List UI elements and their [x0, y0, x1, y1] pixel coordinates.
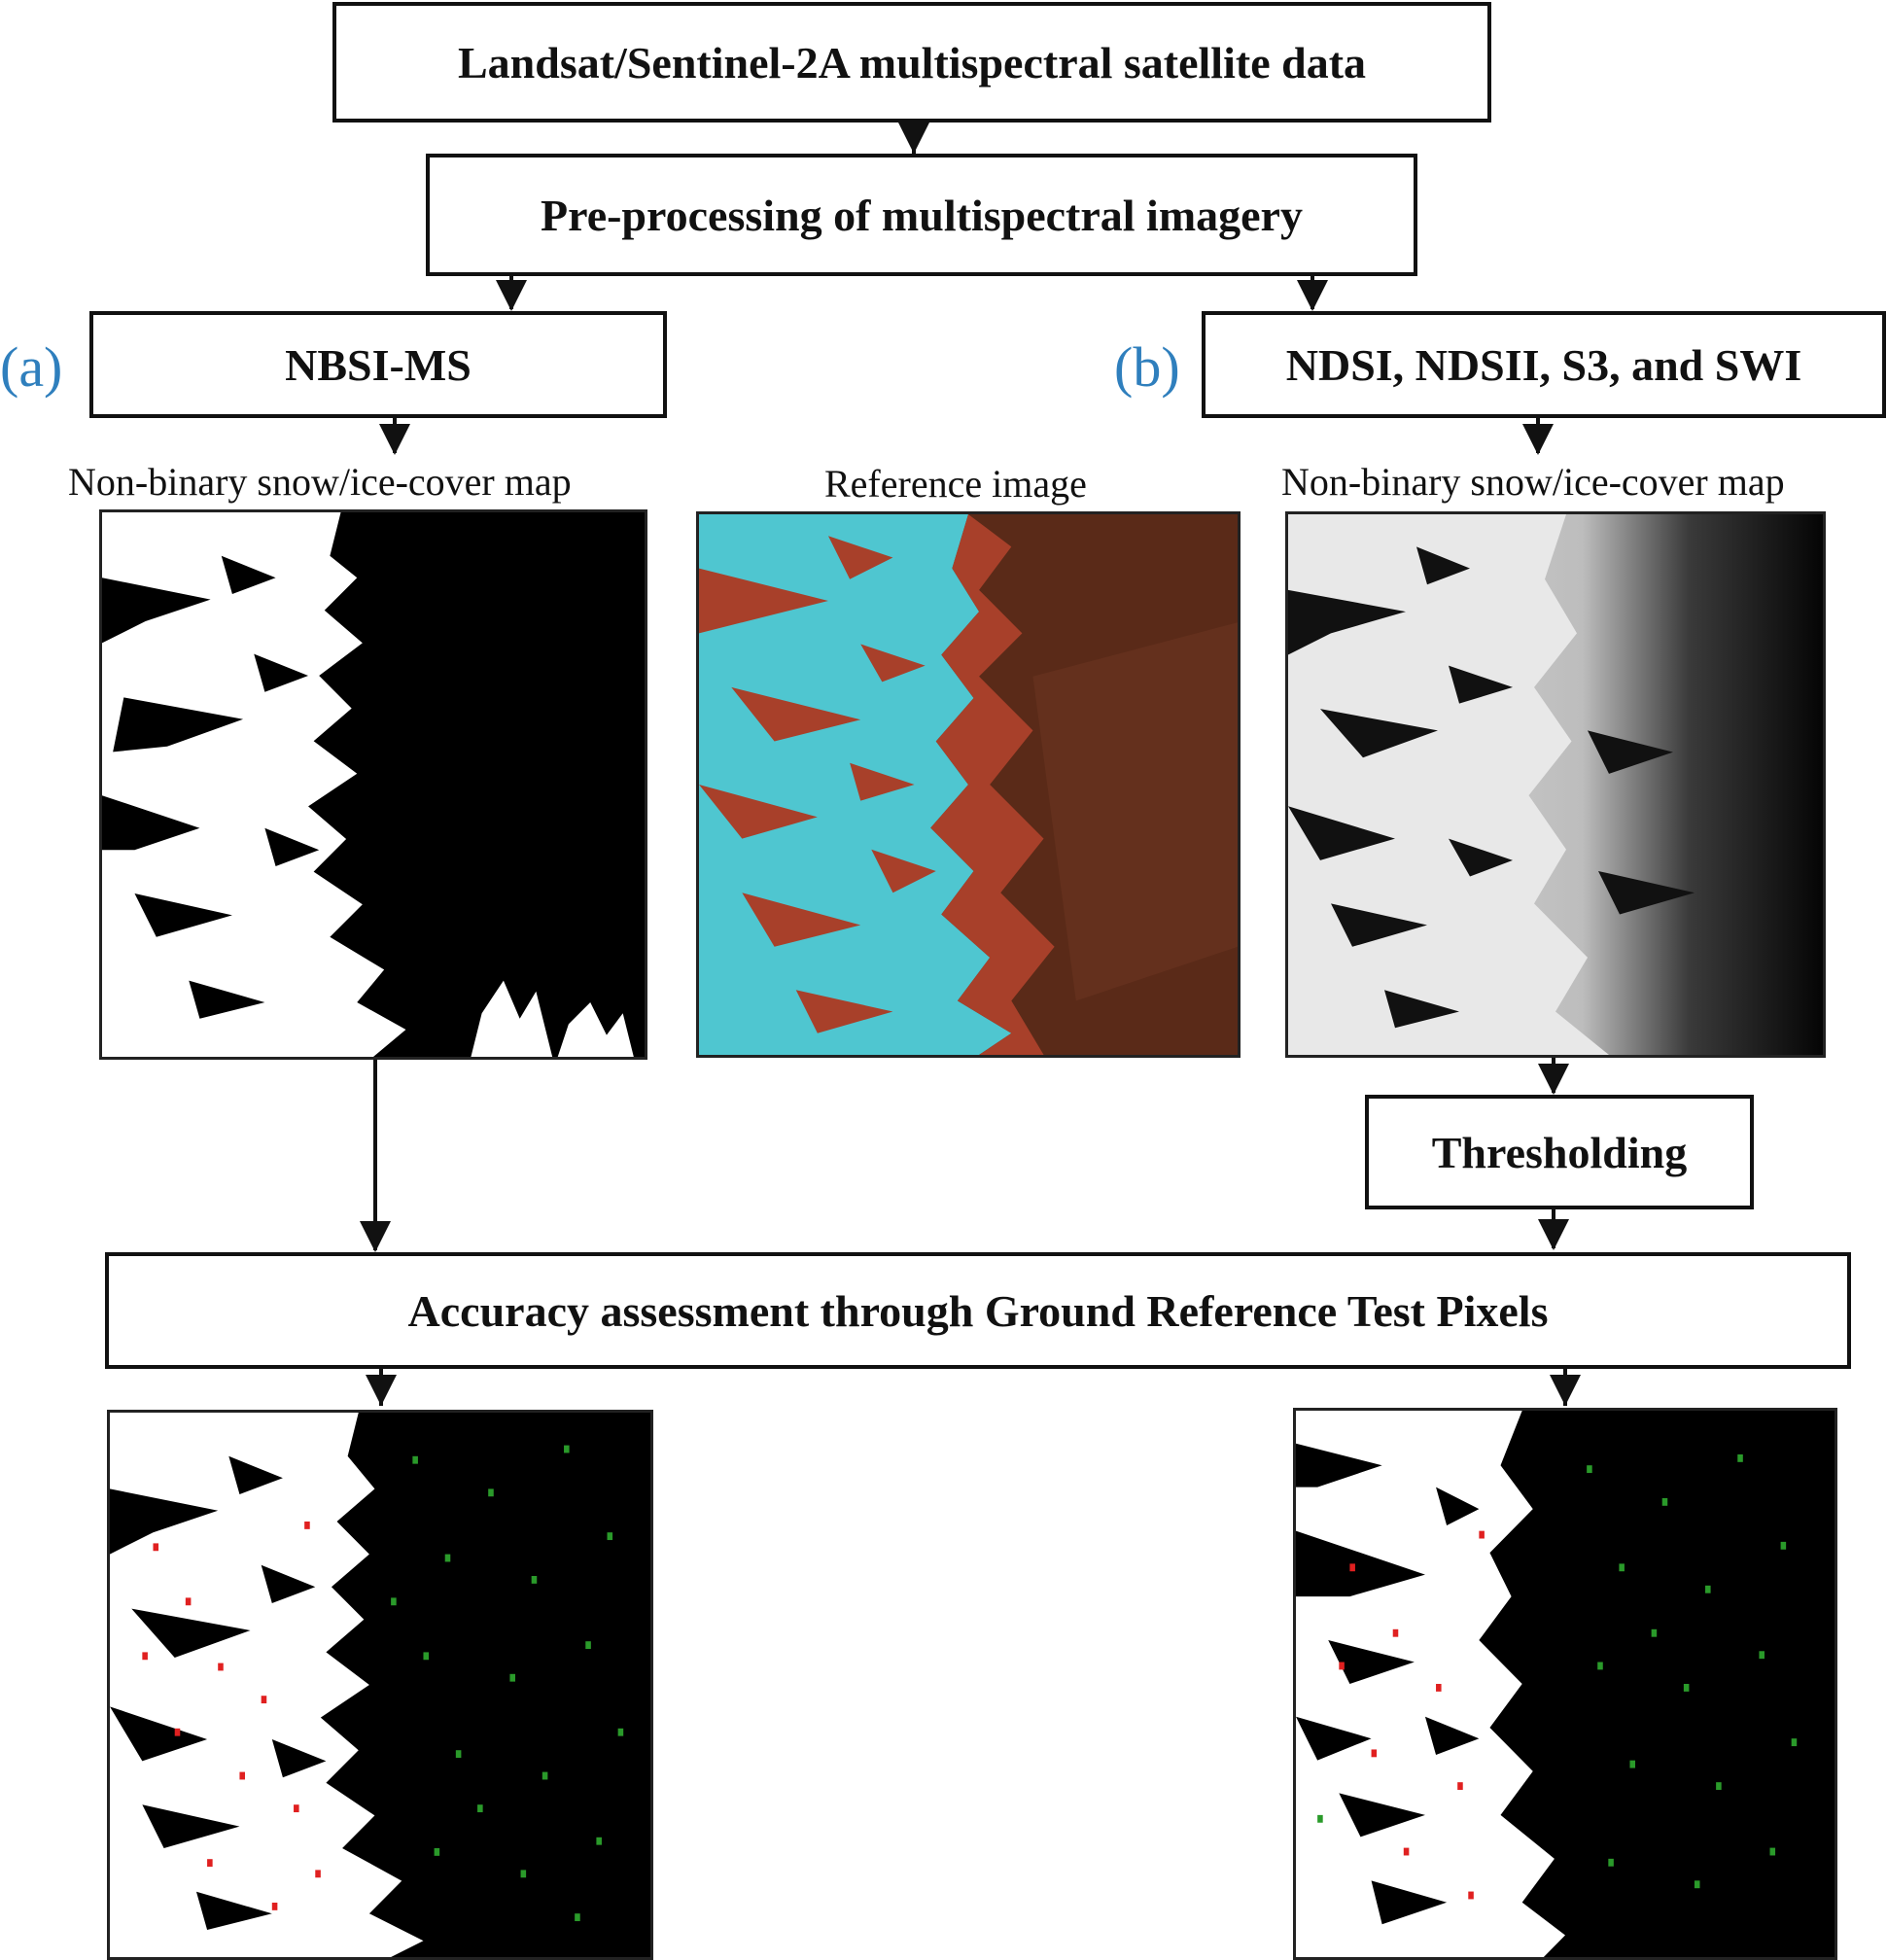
preprocessing-label: Pre-processing of multispectral imagery: [541, 190, 1303, 240]
method-a-box: NBSI-MS: [89, 311, 667, 418]
arrowhead: [1550, 1375, 1581, 1406]
method-a-label: NBSI-MS: [285, 339, 472, 390]
data-source-box: Landsat/Sentinel-2A multispectral satell…: [332, 2, 1491, 122]
arrowhead: [898, 122, 929, 154]
arrowhead: [360, 1221, 391, 1252]
reference-image: [696, 511, 1241, 1058]
accuracy-box: Accuracy assessment through Ground Refer…: [105, 1252, 1851, 1369]
map-b-image: [1285, 511, 1826, 1058]
arrowhead: [1538, 1064, 1569, 1095]
method-b-box: NDSI, NDSII, S3, and SWI: [1202, 311, 1886, 418]
arrowhead: [379, 424, 410, 455]
arrowhead: [1522, 424, 1554, 455]
map-b-caption: Non-binary snow/ice-cover map: [1281, 460, 1785, 504]
arrowhead: [1297, 280, 1328, 311]
map-a-caption: Non-binary snow/ice-cover map: [68, 460, 572, 504]
reference-caption: Reference image: [824, 462, 1087, 506]
thresholding-label: Thresholding: [1431, 1127, 1688, 1177]
tag-a: (a): [0, 335, 63, 399]
accuracy-label: Accuracy assessment through Ground Refer…: [407, 1285, 1549, 1336]
arrowhead: [1538, 1219, 1569, 1250]
result-b-image: [1293, 1408, 1837, 1960]
arrowhead: [366, 1375, 397, 1406]
map-a-image: [99, 509, 647, 1060]
data-source-label: Landsat/Sentinel-2A multispectral satell…: [457, 37, 1367, 88]
tag-b: (b): [1114, 335, 1180, 399]
method-b-label: NDSI, NDSII, S3, and SWI: [1285, 339, 1802, 390]
preprocessing-box: Pre-processing of multispectral imagery: [426, 154, 1417, 276]
thresholding-box: Thresholding: [1365, 1095, 1754, 1209]
arrowhead: [496, 280, 527, 311]
result-a-image: [107, 1410, 653, 1960]
